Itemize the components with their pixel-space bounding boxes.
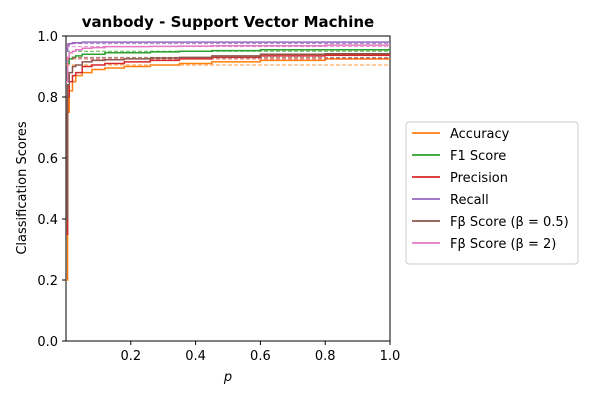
legend-label-accuracy: Accuracy	[450, 127, 510, 142]
y-axis-label: Classification Scores	[15, 121, 30, 255]
y-tick-label: 0.4	[37, 213, 58, 228]
legend-items: Accuracy F1 Score Precision Recall Fβ Score …	[412, 127, 569, 252]
legend-box	[405, 121, 579, 265]
y-tick-label: 0.0	[37, 335, 58, 350]
plot-area: 0.2 0.4 0.6 0.8 1.0 0.0 0.2 0.4 0.6 0.8 1.0	[37, 30, 400, 364]
y-axis-ticks: 0.0 0.2 0.4 0.6 0.8 1.0	[37, 30, 66, 350]
x-axis-ticks: 0.2 0.4 0.6 0.8 1.0	[120, 341, 400, 364]
y-tick-label: 0.6	[37, 152, 58, 167]
x-tick-label: 0.4	[185, 349, 206, 364]
chart-title: vanbody - Support Vector Machine	[82, 13, 374, 31]
series-line-accuracy	[66, 58, 390, 281]
y-tick-label: 1.0	[37, 30, 58, 45]
x-axis-label: p	[223, 370, 232, 385]
x-tick-label: 0.6	[250, 349, 271, 364]
legend-label-f-score-0-5: Fβ Score (β = 0.5)	[450, 215, 569, 230]
legend-label-f-score-2: Fβ Score (β = 2)	[450, 237, 556, 252]
series-line-precision	[66, 54, 390, 235]
series-line-recall	[66, 41, 390, 52]
y-tick-label: 0.8	[37, 91, 58, 106]
series-group	[66, 41, 390, 281]
legend-label-precision: Precision	[450, 171, 508, 186]
legend-label-recall: Recall	[450, 193, 489, 208]
x-tick-label: 0.8	[315, 349, 336, 364]
legend: Accuracy F1 Score Precision Recall Fβ Score …	[405, 121, 579, 265]
y-tick-label: 0.2	[37, 274, 58, 289]
series-line-f-score-0-5	[66, 52, 390, 220]
x-tick-label: 0.2	[120, 349, 141, 364]
series-line-f-score-2	[66, 44, 390, 83]
legend-label-f1-score: F1 Score	[450, 149, 506, 164]
x-tick-label: 1.0	[380, 349, 401, 364]
plot-frame	[65, 35, 391, 342]
